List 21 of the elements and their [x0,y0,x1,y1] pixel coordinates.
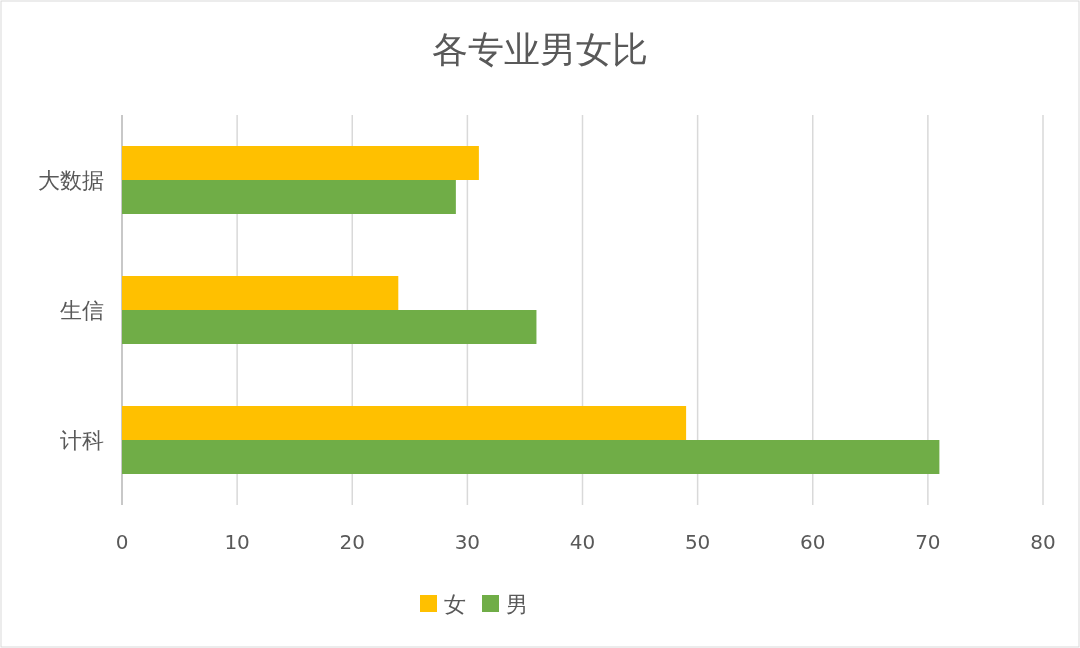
x-tick-label: 30 [454,530,481,554]
y-tick-label: 大数据 [38,168,104,193]
chart-title: 各专业男女比 [432,29,648,70]
bar [122,310,537,344]
y-tick-label: 计科 [60,428,104,453]
x-tick-label: 50 [684,530,711,554]
legend-label: 男 [506,592,528,617]
bar [122,406,687,440]
x-tick-label: 0 [115,530,129,554]
x-tick-label: 80 [1030,530,1056,554]
x-tick-label: 60 [800,530,826,554]
bar [122,276,399,310]
x-tick-label: 40 [569,530,596,554]
x-tick-label: 20 [339,530,365,554]
bar [122,440,940,474]
x-tick-label: 10 [224,530,250,554]
x-tick-label: 70 [915,530,941,554]
bar [122,146,479,180]
bar [122,180,456,214]
y-tick-label: 生信 [60,298,104,323]
legend-label: 女 [444,592,466,617]
